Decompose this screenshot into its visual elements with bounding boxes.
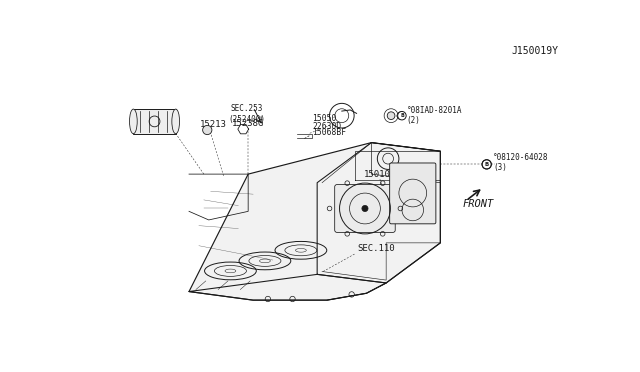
- Circle shape: [387, 112, 395, 119]
- Circle shape: [362, 205, 368, 212]
- Ellipse shape: [172, 109, 180, 134]
- Text: SEC.253
(252400): SEC.253 (252400): [228, 104, 265, 124]
- Text: 15068BF: 15068BF: [312, 128, 346, 137]
- Ellipse shape: [129, 109, 137, 134]
- Text: °08120-64028
(3): °08120-64028 (3): [493, 153, 548, 172]
- Polygon shape: [189, 142, 440, 300]
- Text: J150019Y: J150019Y: [511, 45, 559, 55]
- Text: 15238G: 15238G: [232, 119, 264, 128]
- Text: 15050: 15050: [312, 115, 337, 124]
- Text: 22630D: 22630D: [312, 122, 342, 131]
- Text: B: B: [484, 162, 489, 167]
- Text: FRONT: FRONT: [463, 199, 494, 209]
- Circle shape: [482, 160, 492, 169]
- FancyBboxPatch shape: [335, 185, 396, 232]
- Text: SEC.110: SEC.110: [358, 244, 395, 253]
- FancyBboxPatch shape: [390, 163, 436, 224]
- Text: B: B: [400, 113, 404, 118]
- Circle shape: [397, 112, 406, 120]
- Text: 15208: 15208: [141, 114, 168, 123]
- Bar: [133, 109, 176, 134]
- Circle shape: [203, 125, 212, 135]
- Text: °08IAD-8201A
(2): °08IAD-8201A (2): [407, 106, 462, 125]
- Text: 15010: 15010: [364, 170, 390, 179]
- Text: 15213: 15213: [200, 120, 227, 129]
